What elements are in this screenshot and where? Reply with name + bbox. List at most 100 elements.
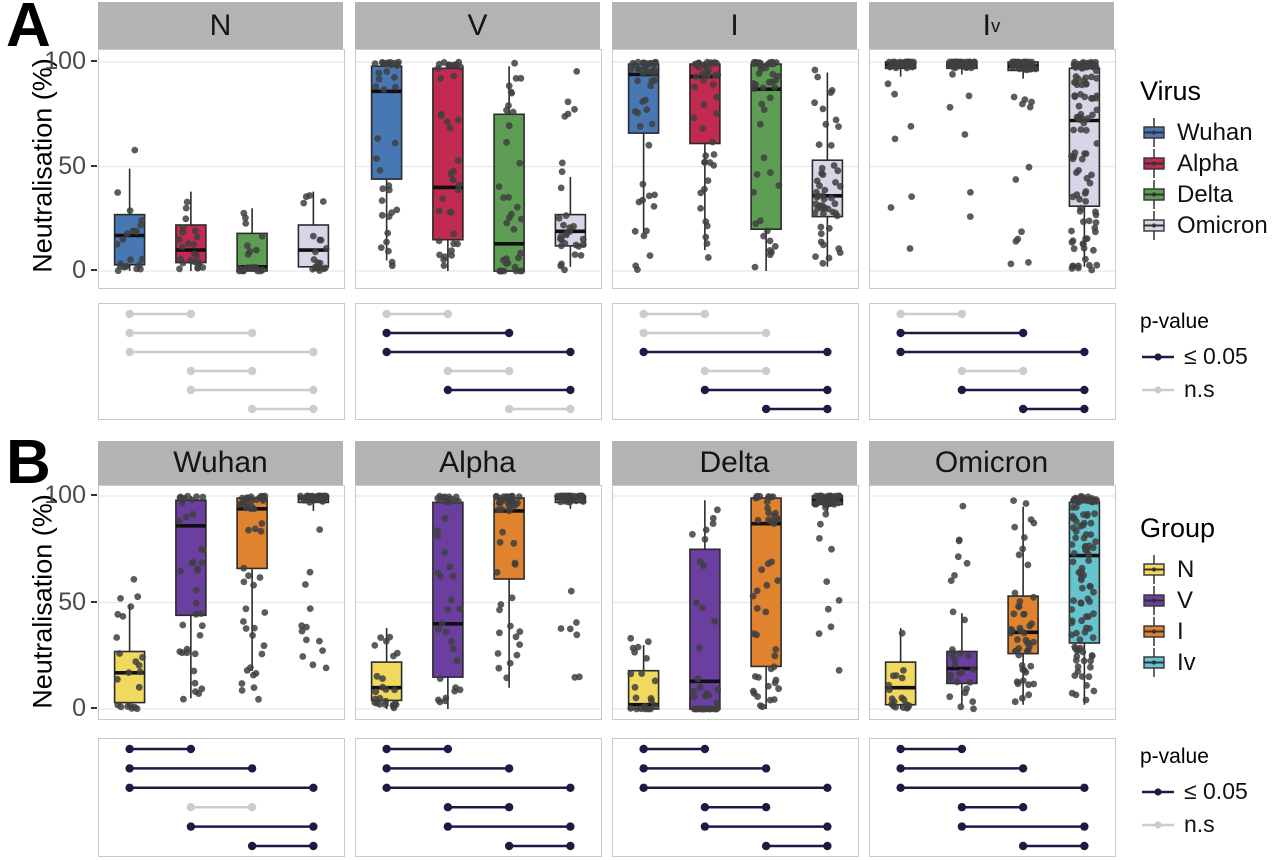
- jitter-points: [555, 68, 587, 274]
- pvalue-panel: [612, 738, 859, 857]
- pvalue-legend-a-items: ≤ 0.05 n.s: [1140, 340, 1280, 406]
- legend-label: Omicron: [1177, 211, 1268, 239]
- comparison-3-4: [761, 404, 832, 414]
- pvalue-legend-label: ≤ 0.05: [1184, 778, 1248, 804]
- y-tick-mark: [91, 600, 97, 603]
- comparison-3-4: [247, 841, 318, 851]
- comparison-1-3: [896, 764, 1028, 773]
- y-tick-mark: [91, 269, 97, 271]
- comparison-3-4: [761, 841, 832, 851]
- jitter-points: [946, 58, 978, 221]
- legend-label: I: [1177, 617, 1184, 645]
- pvalue-legend-item-ns: n.s: [1140, 808, 1280, 841]
- pvalue-legend-a-title: p-value: [1140, 310, 1209, 333]
- jitter-points: [750, 58, 783, 271]
- legend-item-v: V: [1140, 585, 1280, 616]
- pvalue-plot: [639, 744, 832, 851]
- boxplot-key-icon: [1143, 617, 1165, 646]
- pvalue-legend-label: n.s: [1184, 811, 1215, 837]
- y-tick-mark: [91, 707, 97, 709]
- jitter-points: [235, 209, 266, 275]
- pvalue-key-icon: [1142, 352, 1174, 361]
- pvalue-plot: [896, 309, 1089, 414]
- group-legend-title: Group: [1140, 513, 1216, 543]
- pvalue-plot: [382, 744, 575, 851]
- facet-plot: [869, 49, 1116, 289]
- pvalue-panel: [355, 738, 602, 857]
- comparison-1-2: [382, 309, 453, 319]
- box: [1068, 67, 1101, 207]
- pvalue-legend-label: n.s: [1184, 376, 1215, 402]
- comparison-1-4: [125, 347, 318, 357]
- jitter-points: [749, 492, 782, 711]
- jitter-points: [175, 198, 207, 273]
- comparison-1-3: [896, 328, 1028, 338]
- facet-plot: [98, 49, 345, 289]
- y-tick-label: 0: [72, 694, 86, 722]
- jitter-points: [885, 629, 913, 712]
- facet-title: Wuhan: [173, 446, 268, 479]
- facet-header: N: [98, 2, 343, 49]
- facet-title: I: [730, 8, 739, 42]
- facet-header: Delta: [612, 441, 857, 485]
- pvalue-legend-item-sig: ≤ 0.05: [1140, 775, 1280, 808]
- box: [689, 548, 721, 710]
- comparison-2-4: [443, 385, 575, 395]
- comparison-1-2: [639, 744, 710, 754]
- box: [370, 65, 403, 180]
- facet-header: Alpha: [355, 441, 600, 485]
- comparison-2-4: [957, 385, 1089, 395]
- box: [175, 499, 207, 617]
- legend-item-n: N: [1140, 554, 1280, 585]
- comparison-1-2: [896, 744, 967, 754]
- jitter-points: [811, 492, 843, 674]
- facet-plot: [355, 49, 602, 289]
- comparison-2-4: [443, 822, 575, 831]
- pvalue-plot: [896, 744, 1089, 851]
- comparison-2-3: [443, 366, 514, 376]
- facet-plot: [869, 485, 1116, 720]
- facet-title: N: [209, 8, 232, 42]
- jitter-points: [554, 492, 587, 681]
- comparison-3-4: [504, 404, 575, 414]
- legend-item-omicron: Omicron: [1140, 210, 1280, 241]
- jitter-points: [1068, 492, 1101, 704]
- y-tick-label: 50: [58, 587, 86, 616]
- virus-legend-title: Virus: [1140, 76, 1202, 106]
- facet-plot: [612, 485, 859, 720]
- comparison-1-4: [639, 783, 832, 792]
- jitter-points: [946, 502, 977, 713]
- legend-item-iv: Iv: [1140, 647, 1280, 678]
- jitter-points: [236, 492, 269, 703]
- panel-a: A Neutralisation (%) Virus Wuhan Alpha Del…: [6, 0, 1280, 420]
- comparison-1-2: [125, 309, 196, 319]
- y-tick-mark: [91, 494, 97, 496]
- comparison-2-3: [957, 803, 1028, 812]
- jitter-points: [297, 492, 330, 672]
- facet-title-sub: v: [991, 14, 1001, 36]
- jitter-points: [627, 634, 659, 713]
- boxplot-i: [493, 496, 525, 688]
- boxplot-key-icon: [1143, 555, 1165, 584]
- panel-b: B Neutralisation (%) Group N V I Iv p-value…: [0, 428, 1280, 860]
- pvalue-panel: [612, 303, 859, 420]
- legend-label: V: [1177, 586, 1194, 614]
- comparison-1-2: [896, 309, 967, 319]
- pvalue-key-icon: [1142, 787, 1174, 796]
- comparison-1-3: [125, 764, 257, 773]
- legend-label: Iv: [1177, 648, 1196, 676]
- comparison-3-4: [1018, 404, 1089, 414]
- pvalue-panel: [98, 303, 345, 420]
- panel-b-letter: B: [6, 428, 51, 497]
- y-tick-label: 100: [44, 481, 86, 509]
- comparison-1-3: [382, 764, 514, 773]
- boxplot-v: [175, 496, 207, 699]
- facet-title: Alpha: [439, 446, 516, 479]
- panel-a-letter: A: [6, 0, 51, 60]
- legend-label: N: [1177, 555, 1195, 583]
- pvalue-legend-item-sig: ≤ 0.05: [1140, 340, 1280, 373]
- jitter-points: [113, 146, 146, 275]
- boxplot-delta: [493, 66, 525, 272]
- facet-title: Omicron: [934, 446, 1049, 479]
